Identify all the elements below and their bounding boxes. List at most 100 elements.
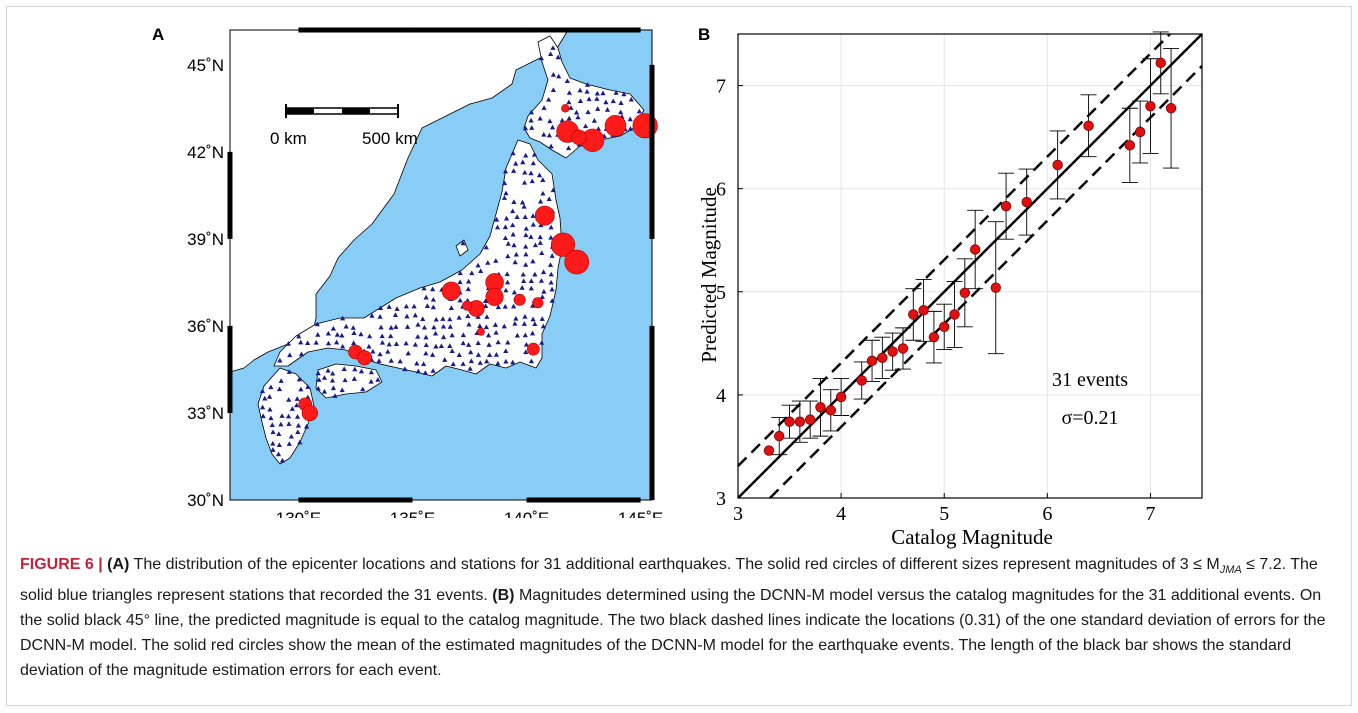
magnitude-scatter-panel: B 3 4 5 6 7 3 4 5 6 7 Catalog Magnitude Predicted… xyxy=(697,25,1203,549)
station-triangle xyxy=(521,203,527,209)
station-triangle xyxy=(522,313,528,319)
station-triangle xyxy=(504,279,511,285)
station-triangle xyxy=(469,270,475,276)
station-triangle xyxy=(392,312,399,317)
station-triangle xyxy=(493,329,499,335)
station-triangle xyxy=(334,339,340,345)
data-point xyxy=(1083,120,1094,131)
station-triangle xyxy=(530,303,536,308)
station-triangle xyxy=(394,306,400,311)
station-triangle xyxy=(260,413,266,419)
station-triangle xyxy=(536,172,543,178)
station-triangle xyxy=(403,303,409,309)
station-triangle xyxy=(270,429,276,435)
station-triangle xyxy=(351,376,357,381)
station-triangle xyxy=(366,343,372,349)
station-triangle xyxy=(537,198,544,204)
station-triangle xyxy=(421,361,427,367)
upper-sigma-dashed-line xyxy=(737,33,1171,467)
station-triangle xyxy=(502,168,509,174)
station-triangle xyxy=(539,294,545,299)
data-point xyxy=(784,416,795,427)
station-triangle xyxy=(540,190,546,196)
station-triangle xyxy=(528,358,535,364)
epicenter-circle xyxy=(571,129,587,146)
station-triangle xyxy=(405,350,411,356)
y-tick-label: 6 xyxy=(716,179,726,201)
station-triangle xyxy=(528,109,535,115)
y-tick-label: 4 xyxy=(716,385,726,407)
station-triangle xyxy=(352,366,358,372)
identity-line xyxy=(737,33,1203,499)
station-triangle xyxy=(388,333,394,339)
station-triangle xyxy=(421,285,427,291)
station-triangle xyxy=(556,73,562,79)
map-land xyxy=(229,29,645,465)
station-triangle xyxy=(277,357,283,363)
station-triangle xyxy=(385,348,391,354)
station-triangle xyxy=(423,334,429,340)
station-triangle xyxy=(591,118,597,123)
station-triangle xyxy=(505,253,511,259)
station-triangle xyxy=(548,279,554,285)
station-triangle xyxy=(627,116,633,122)
station-triangle xyxy=(289,406,295,411)
station-triangle xyxy=(321,388,328,394)
epicenter-map-panel: A 0 km 500 km 45˚N 42˚N 39˚N 36˚N 33˚N 30˚N 1… xyxy=(152,25,664,518)
station-triangle xyxy=(414,360,420,366)
station-triangle xyxy=(628,96,634,102)
station-triangle xyxy=(503,348,509,354)
station-triangle xyxy=(510,231,516,237)
station-triangle xyxy=(269,422,275,428)
station-triangle xyxy=(537,234,543,240)
station-triangle xyxy=(369,313,375,318)
station-triangle xyxy=(530,316,536,322)
data-point xyxy=(1052,159,1063,171)
lower-sigma-dashed-line xyxy=(769,65,1203,499)
station-triangle xyxy=(584,88,590,94)
station-triangle xyxy=(377,305,384,311)
map-frame-ticks xyxy=(227,27,655,503)
longitude-label: 145˚E xyxy=(618,509,663,518)
station-triangle xyxy=(450,361,456,367)
chart-frame xyxy=(737,33,1203,499)
station-triangle xyxy=(456,352,462,357)
station-triangle xyxy=(297,439,303,445)
caption-panel-a-text: The distribution of the epicenter locati… xyxy=(129,556,1220,573)
station-triangle xyxy=(523,251,529,257)
station-triangle xyxy=(296,376,302,382)
station-triangle xyxy=(483,324,489,330)
station-triangle xyxy=(503,287,509,293)
data-point xyxy=(1165,103,1177,114)
station-triangle xyxy=(368,378,374,384)
station-triangle xyxy=(270,447,276,452)
station-triangle xyxy=(528,278,534,283)
station-triangle xyxy=(423,294,429,300)
station-triangle xyxy=(547,51,554,57)
chart-ticks: 3 4 5 6 7 3 4 5 6 7 xyxy=(716,76,1155,525)
station-triangle xyxy=(600,90,606,96)
station-triangle xyxy=(510,150,516,156)
station-triangle xyxy=(268,384,274,390)
station-triangle xyxy=(412,312,418,318)
station-triangle xyxy=(568,105,574,110)
station-triangle xyxy=(550,45,556,50)
station-triangle xyxy=(484,314,490,319)
station-triangle xyxy=(485,260,491,265)
x-tick-label: 5 xyxy=(939,503,949,525)
station-triangle xyxy=(532,242,539,248)
station-triangle xyxy=(492,322,499,327)
station-triangle xyxy=(375,377,381,382)
station-triangle xyxy=(539,250,545,256)
epicenter-circle xyxy=(301,404,318,422)
station-triangle xyxy=(478,268,484,274)
station-triangle xyxy=(548,234,554,240)
station-triangle xyxy=(487,352,493,357)
station-triangle xyxy=(577,98,584,103)
station-triangle xyxy=(351,340,357,346)
figure-frame xyxy=(6,6,1352,706)
longitude-labels: 130˚E 135˚E 140˚E 145˚E xyxy=(276,509,664,518)
station-triangle xyxy=(528,285,534,291)
station-triangle xyxy=(460,340,466,346)
mainland-asia-landmass xyxy=(229,29,569,373)
